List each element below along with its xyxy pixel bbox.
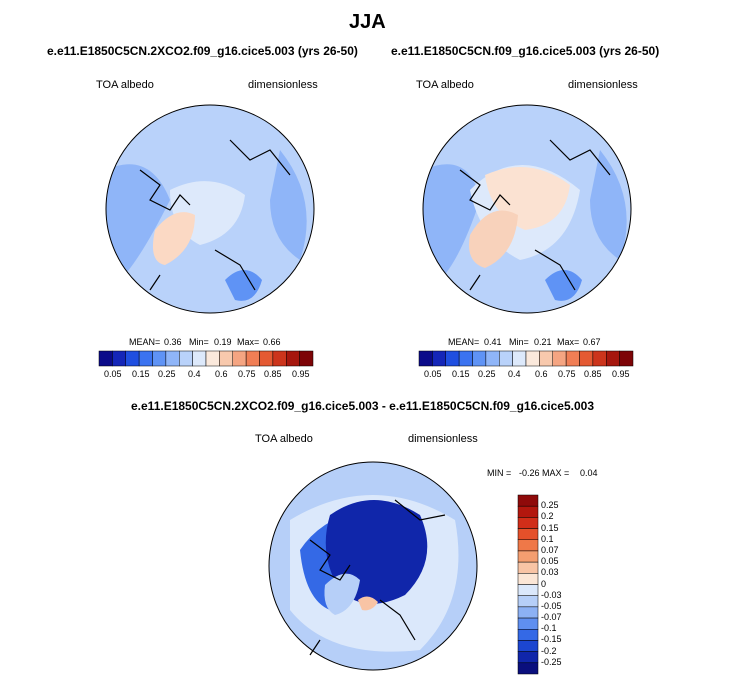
panel2-map-border: [422, 104, 632, 314]
colorbar-swatch: [517, 505, 539, 518]
panel1-cb-tick: 0.05: [104, 369, 122, 379]
panel2-cb-tick: 0.6: [535, 369, 548, 379]
panel2-cb-tick: 0.95: [612, 369, 630, 379]
panel1-units-label: dimensionless: [248, 79, 318, 91]
panel1-stat-mean-label: MEAN=: [129, 337, 161, 347]
panel1-cb-tick: 0.95: [292, 369, 310, 379]
colorbar-swatch: [619, 350, 634, 367]
panel1-cb-tick: 0.25: [158, 369, 176, 379]
panel2-title: e.e11.E1850C5CN.f09_g16.cice5.003 (yrs 2…: [391, 44, 660, 58]
panel2-cb-tick: 0.85: [584, 369, 602, 379]
panel2-cb-tick: 0.75: [558, 369, 576, 379]
panel1-field-dark-blue: [225, 270, 262, 301]
panel3-cb-tick: -0.2: [541, 645, 557, 656]
panel3-units-label: dimensionless: [408, 433, 478, 445]
panel1-stat-max-label: Max=: [237, 337, 260, 347]
panel2-stat-max-label: Max=: [557, 337, 580, 347]
page-title: JJA: [349, 11, 386, 33]
panel3-cb-tick: -0.15: [541, 634, 562, 645]
colorbar-swatch: [517, 606, 539, 619]
panel1-field-mid-blue-east: [270, 150, 307, 260]
colorbar-swatch: [517, 662, 539, 675]
panel2-stat-mean-label: MEAN=: [448, 337, 480, 347]
panel2-units-label: dimensionless: [568, 79, 638, 91]
panel1-stat-mean: 0.36: [164, 337, 182, 347]
panel1-greenland-high: [152, 212, 195, 265]
panel1-cb-tick: 0.85: [264, 369, 282, 379]
panel1-title: e.e11.E1850C5CN.2XCO2.f09_g16.cice5.003 …: [47, 44, 358, 58]
panel1-cb-tick: 0.4: [188, 369, 201, 379]
colorbar-swatch: [517, 617, 539, 630]
panel2-stat-min-label: Min=: [509, 337, 529, 347]
panel1-variable-label: TOA albedo: [96, 79, 154, 91]
panel3-stat-min: -0.26: [519, 468, 540, 478]
panel1-map-border: [105, 104, 315, 314]
colorbar-swatch: [517, 651, 539, 664]
panel3-variable-label: TOA albedo: [255, 433, 313, 445]
colorbar-swatch: [517, 595, 539, 608]
panel3-coastline: [309, 499, 446, 656]
panel2-stat-mean: 0.41: [484, 337, 502, 347]
panel3-greenland: [324, 573, 360, 615]
panel3-cb-tick: 0.15: [541, 522, 559, 533]
panel2-greenland-high: [469, 210, 518, 268]
panel1-stat-min-label: Min=: [189, 337, 209, 347]
panel3-cb-tick: -0.25: [541, 656, 562, 667]
panel2-cb-tick: 0.4: [508, 369, 521, 379]
colorbar-swatch: [299, 350, 314, 367]
panel1-stat-max: 0.66: [263, 337, 281, 347]
panel2-coastline: [459, 139, 611, 291]
panel2-field-mid-blue-east: [590, 150, 627, 260]
panel3-positive-patch: [358, 596, 378, 611]
panel3-cb-tick: 0.25: [541, 500, 559, 511]
panel2-colorbar: [418, 350, 634, 367]
panel2-stat-max: 0.67: [583, 337, 601, 347]
colorbar-swatch: [517, 494, 539, 507]
panel2-stat-min: 0.21: [534, 337, 552, 347]
panel3-cb-tick: -0.07: [541, 612, 562, 623]
panel1-cb-tick: 0.15: [132, 369, 150, 379]
colorbar-swatch: [517, 550, 539, 563]
panel3-cb-tick: -0.05: [541, 600, 562, 611]
colorbar-swatch: [517, 528, 539, 540]
panel2-cb-tick: 0.25: [478, 369, 496, 379]
panel3-cb-tick: 0.07: [541, 544, 559, 555]
panel3-cb-tick: 0.1: [541, 533, 554, 544]
colorbar-swatch: [517, 573, 539, 585]
panel3-cb-tick: 0: [541, 578, 547, 589]
panel2-field-dark-blue: [545, 270, 582, 301]
colorbar-swatch: [517, 640, 539, 652]
colorbar-swatch: [517, 561, 539, 574]
panel1-cb-tick: 0.75: [238, 369, 256, 379]
panel2-cb-tick: 0.05: [424, 369, 442, 379]
panel3-cb-tick: -0.1: [541, 623, 557, 634]
colorbar-swatch: [517, 584, 539, 596]
colorbar-swatch: [517, 629, 539, 641]
panel3-colorbar: [517, 494, 539, 675]
panel3-stat-max-label: MAX =: [542, 468, 570, 478]
colorbar-swatch: [517, 517, 539, 529]
panel3-stat-max: 0.04: [580, 468, 598, 478]
panel1-colorbar: [98, 350, 314, 367]
panel3-cb-tick: 0.2: [541, 511, 554, 522]
panel3-cb-tick: 0.05: [541, 556, 559, 567]
panel3-stat-min-label: MIN =: [487, 468, 512, 478]
panel2-variable-label: TOA albedo: [416, 79, 474, 91]
panel1-stat-min: 0.19: [214, 337, 232, 347]
panel3-map-border: [268, 461, 478, 671]
panel1-coastline: [139, 139, 291, 291]
panel3-title: e.e11.E1850C5CN.2XCO2.f09_g16.cice5.003 …: [131, 399, 594, 413]
panel3-cb-tick: -0.03: [541, 589, 562, 600]
panel1-cb-tick: 0.6: [215, 369, 228, 379]
panel2-cb-tick: 0.15: [452, 369, 470, 379]
colorbar-swatch: [517, 539, 539, 552]
panel3-cb-tick: 0.03: [541, 567, 559, 578]
